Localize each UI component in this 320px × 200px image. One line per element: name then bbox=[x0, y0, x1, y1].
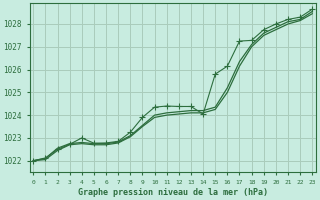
X-axis label: Graphe pression niveau de la mer (hPa): Graphe pression niveau de la mer (hPa) bbox=[78, 188, 268, 197]
